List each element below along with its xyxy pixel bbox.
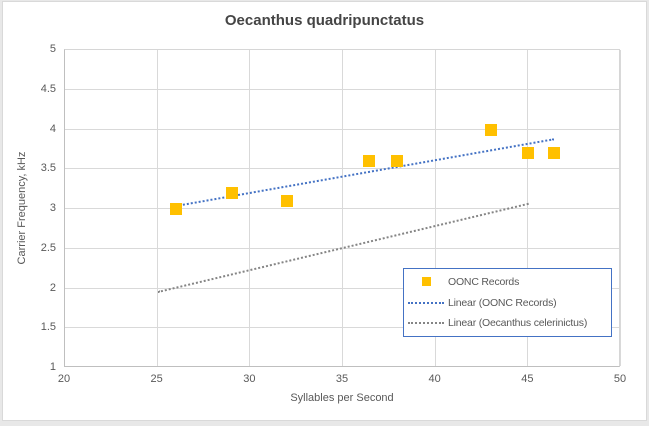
y-axis-tick-label: 5 <box>49 43 56 55</box>
legend-line-swatch <box>404 322 448 325</box>
y-gridline <box>65 287 619 289</box>
legend-label: OONC Records <box>448 275 520 288</box>
y-axis-tick-label: 2 <box>49 281 56 294</box>
legend-row[interactable]: OONC Records <box>404 272 611 292</box>
legend-marker-swatch <box>404 277 448 287</box>
y-axis-tick-label: 1.5 <box>40 321 56 334</box>
legend-row[interactable]: Linear (Oecanthus celerinictus) <box>404 313 611 333</box>
y-axis-tick-label: 3 <box>49 202 56 214</box>
y-gridline <box>65 208 619 209</box>
y-axis-tick-label: 4 <box>49 122 56 135</box>
data-point-marker[interactable] <box>485 123 498 136</box>
y-gridline <box>65 168 619 170</box>
x-axis-title[interactable]: Syllables per Second <box>290 392 394 404</box>
data-point-marker[interactable] <box>362 155 375 168</box>
data-point-marker[interactable] <box>390 155 403 168</box>
legend-label: Linear (OONC Records) <box>448 296 557 309</box>
y-axis-tick-label: 2.5 <box>40 241 56 254</box>
legend-line-swatch <box>404 301 448 304</box>
y-gridline <box>65 88 619 90</box>
data-point-marker[interactable] <box>522 147 535 160</box>
x-axis-tick-label: 25 <box>150 373 163 385</box>
data-point-marker[interactable] <box>225 187 238 200</box>
x-axis-tick-label: 20 <box>57 373 71 385</box>
x-axis-tick-label: 40 <box>428 373 441 385</box>
plot-area[interactable] <box>64 49 621 367</box>
x-axis-tick-label: 30 <box>243 373 256 385</box>
y-axis-tick-label: 4.5 <box>40 82 56 95</box>
y-gridline <box>65 247 619 249</box>
y-axis-tick-label: 3.5 <box>40 162 56 175</box>
dotted-line-icon <box>408 301 444 304</box>
chart-area[interactable]: Oecanthus quadripunctatus Carrier Freque… <box>2 1 647 421</box>
dotted-line-icon <box>408 322 444 325</box>
data-point-marker[interactable] <box>170 203 183 215</box>
x-axis-tick-label: 45 <box>521 373 534 385</box>
y-gridline <box>65 327 619 329</box>
series-marker-icon <box>421 277 431 287</box>
data-point-marker[interactable] <box>548 147 561 160</box>
x-axis-tick-label: 50 <box>613 373 627 385</box>
chart-title[interactable]: Oecanthus quadripunctatus <box>224 12 425 29</box>
legend-label: Linear (Oecanthus celerinictus) <box>448 317 588 330</box>
x-gridline <box>620 50 621 366</box>
y-axis-tick-label: 1 <box>49 361 56 373</box>
y-gridline <box>65 128 619 130</box>
legend-row[interactable]: Linear (OONC Records) <box>404 293 611 313</box>
x-axis-tick-label: 35 <box>335 373 349 385</box>
data-point-marker[interactable] <box>281 195 294 208</box>
chart-legend[interactable]: OONC Records Linear (OONC Records) Linear … <box>403 268 612 337</box>
